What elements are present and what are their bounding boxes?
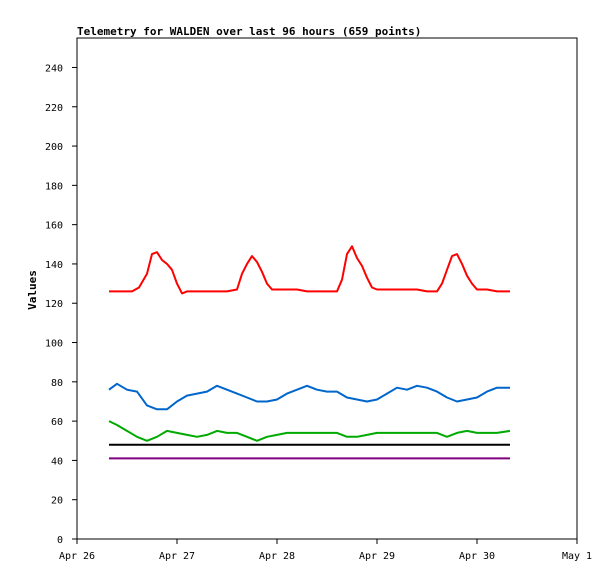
y-tick-label: 220 bbox=[45, 103, 63, 114]
x-tick-label: May 1 bbox=[562, 551, 592, 562]
y-axis-label: Values bbox=[26, 270, 39, 310]
y-axis: 0 20 40 60 80 100 120 140 160 180 200 220 240 bbox=[45, 63, 77, 546]
y-tick-label: 180 bbox=[45, 181, 63, 192]
x-tick-label: Apr 27 bbox=[159, 551, 195, 562]
series-line-3 bbox=[108, 420, 511, 442]
x-axis: Apr 26 Apr 27 Apr 28 Apr 29 Apr 30 May 1 bbox=[59, 539, 592, 562]
y-tick-label: 240 bbox=[45, 63, 63, 74]
plot-frame bbox=[76, 37, 578, 540]
y-tick-label: 120 bbox=[45, 299, 63, 310]
y-tick-label: 60 bbox=[51, 417, 63, 428]
y-tick-label: 20 bbox=[51, 496, 63, 507]
chart-title: Telemetry for WALDEN over last 96 hours … bbox=[77, 25, 421, 38]
series-line-2 bbox=[108, 382, 510, 411]
y-tick-label: 160 bbox=[45, 221, 63, 232]
y-tick-label: 0 bbox=[57, 535, 63, 546]
series-line-1 bbox=[109, 245, 510, 295]
x-tick-label: Apr 29 bbox=[359, 551, 395, 562]
y-tick-label: 40 bbox=[51, 456, 63, 467]
series-layer bbox=[108, 245, 511, 460]
x-tick-label: Apr 30 bbox=[459, 551, 495, 562]
y-tick-label: 200 bbox=[45, 142, 63, 153]
y-tick-label: 100 bbox=[45, 339, 63, 350]
x-tick-label: Apr 28 bbox=[259, 551, 295, 562]
y-tick-label: 80 bbox=[51, 378, 63, 389]
y-tick-label: 140 bbox=[45, 260, 63, 271]
x-tick-label: Apr 26 bbox=[59, 551, 95, 562]
